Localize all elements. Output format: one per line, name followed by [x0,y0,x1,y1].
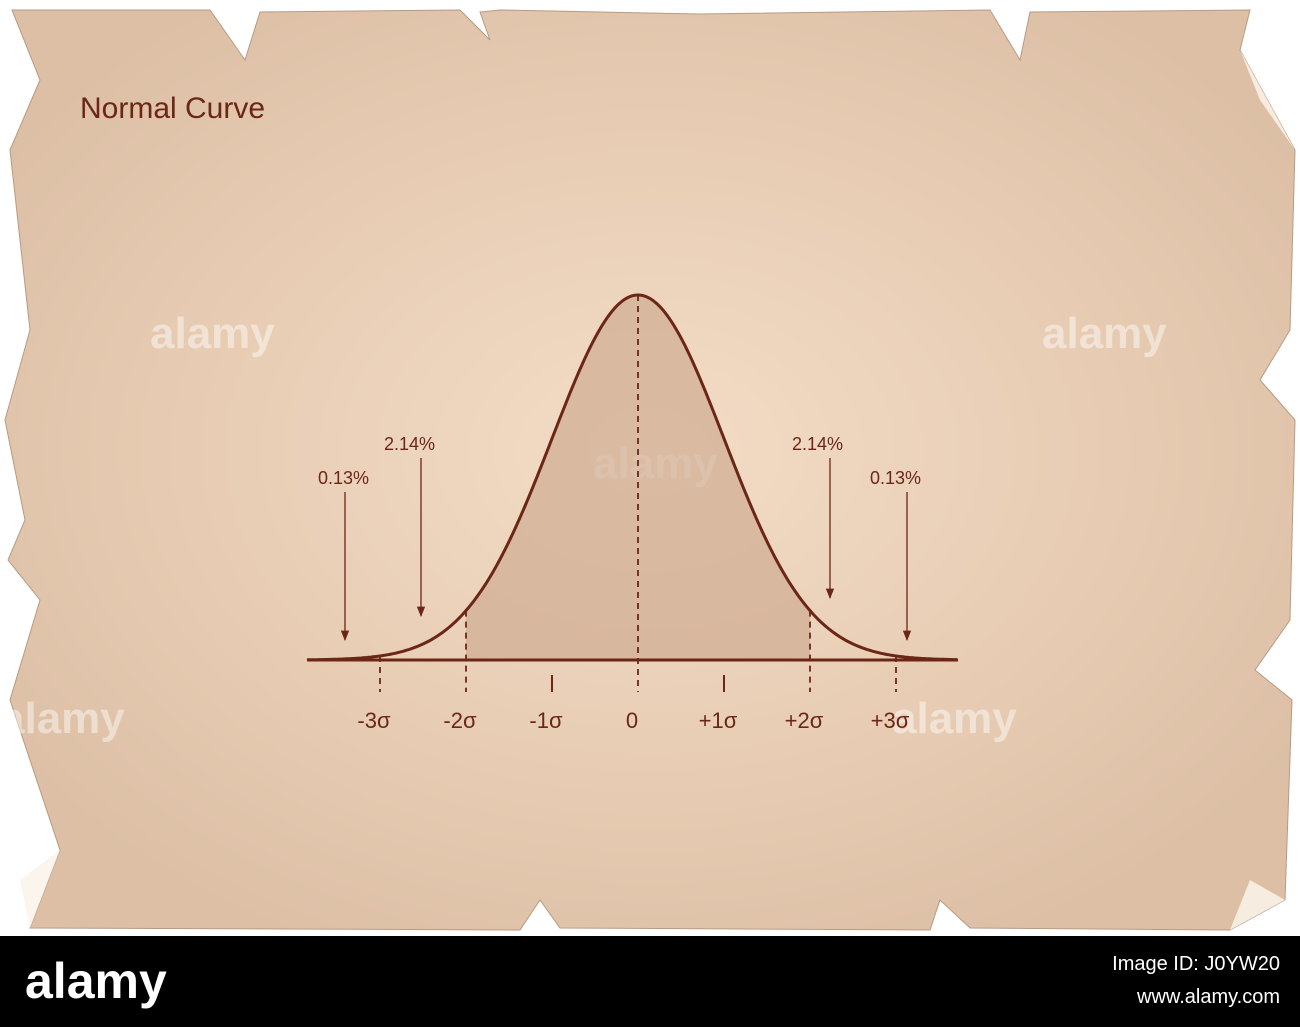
paper-curl [1240,50,1295,150]
axis-label: +1σ [699,708,738,733]
axis-label: -2σ [443,708,477,733]
site: www.alamy.com [1136,986,1280,1008]
paper-curl [20,850,60,928]
annotation: 0.13% [318,468,369,488]
axis-label: +2σ [785,708,824,733]
axis-label: -3σ [357,708,391,733]
watermark: alamy [1042,309,1167,358]
title: Normal Curve [80,92,265,125]
annotation: 0.13% [870,468,921,488]
watermark: alamy [150,309,275,358]
axis-label: 0 [626,708,638,733]
axis-label: +3σ [871,708,910,733]
axis-label: -1σ [529,708,563,733]
paper-curl [1230,880,1285,930]
image-id: Image ID: J0YW20 [1112,953,1280,975]
footer-logo: alamy [25,953,167,1009]
shaded-area [466,295,810,660]
curve [307,293,957,662]
watermark: alamy [892,694,1017,743]
annotations [340,458,912,642]
watermark: alamy [0,694,125,743]
annotation: 2.14% [792,434,843,454]
annotation: 2.14% [384,434,435,454]
normal-curve: -3σ -2σ -1σ 0 +1σ +2σ +3σ [307,293,958,733]
footer-bar [0,936,1300,1027]
